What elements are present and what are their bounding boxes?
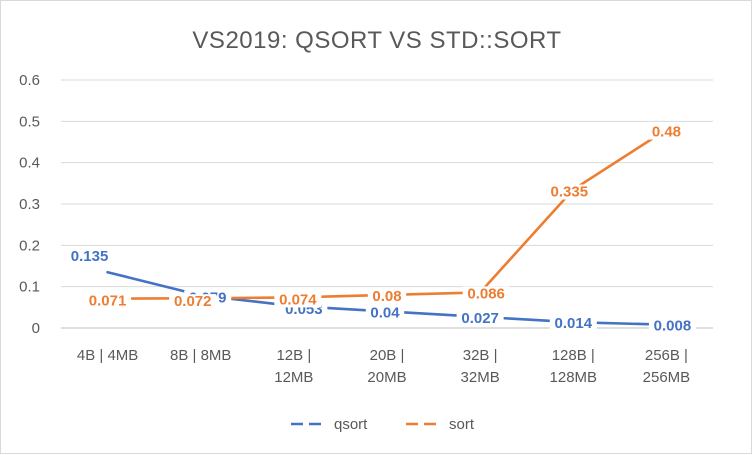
x-tick-label: 32MB bbox=[461, 369, 500, 386]
data-label: 0.027 bbox=[461, 310, 499, 327]
x-tick-label: 20B | bbox=[370, 347, 405, 364]
data-label: 0.48 bbox=[652, 124, 681, 141]
legend-label-qsort: qsort bbox=[334, 416, 368, 433]
y-axis: 0 0.1 0.2 0.3 0.4 0.5 0.6 bbox=[19, 72, 40, 337]
data-label-bg bbox=[462, 286, 510, 302]
x-tick-label: 256B | bbox=[645, 347, 688, 364]
data-label-bg bbox=[367, 288, 407, 304]
y-tick-label: 0.5 bbox=[19, 113, 40, 130]
data-label: 0.074 bbox=[279, 291, 317, 308]
data-label: 0.071 bbox=[89, 293, 127, 310]
y-tick-label: 0 bbox=[32, 320, 40, 337]
y-tick-label: 0.6 bbox=[19, 72, 40, 89]
x-tick-label: 256MB bbox=[643, 369, 691, 386]
data-label-bg bbox=[647, 124, 686, 140]
data-label: 0.04 bbox=[370, 304, 400, 321]
data-label-bg bbox=[549, 316, 597, 332]
data-label: 0.008 bbox=[654, 318, 692, 335]
x-tick-label: 20MB bbox=[367, 369, 406, 386]
data-label: 0.086 bbox=[467, 285, 505, 302]
x-axis: 4B | 4MB 8B | 8MB 12B | 12MB 20B | 20MB 32B | 3… bbox=[77, 347, 690, 386]
data-labels: 0.1350.0790.0530.040.0270.0140.0080.0710… bbox=[66, 124, 696, 335]
y-tick-label: 0.1 bbox=[19, 279, 40, 296]
data-label: 0.135 bbox=[71, 248, 109, 265]
data-label-bg bbox=[66, 249, 114, 265]
data-label: 0.335 bbox=[551, 184, 589, 201]
x-tick-label: 8B | 8MB bbox=[170, 347, 231, 364]
data-label-bg bbox=[365, 305, 405, 321]
y-tick-label: 0.3 bbox=[19, 196, 40, 213]
x-tick-label: 32B | bbox=[463, 347, 498, 364]
legend-label-sort: sort bbox=[449, 416, 475, 433]
data-label-bg bbox=[545, 184, 593, 200]
x-tick-label: 128B | bbox=[552, 347, 595, 364]
x-tick-label: 4B | 4MB bbox=[77, 347, 138, 364]
data-point bbox=[106, 271, 109, 274]
y-tick-label: 0.4 bbox=[19, 155, 40, 172]
data-label-bg bbox=[648, 318, 696, 334]
data-label-bg bbox=[274, 292, 322, 308]
data-label-bg bbox=[169, 294, 217, 310]
x-tick-label: 128MB bbox=[550, 369, 598, 386]
data-label: 0.014 bbox=[555, 315, 593, 332]
data-label: 0.072 bbox=[174, 293, 212, 310]
data-label-bg bbox=[456, 310, 504, 326]
data-label: 0.08 bbox=[372, 288, 401, 305]
x-tick-label: 12MB bbox=[274, 369, 313, 386]
y-tick-label: 0.2 bbox=[19, 237, 40, 254]
data-label-bg bbox=[84, 293, 132, 309]
x-tick-label: 12B | bbox=[276, 347, 311, 364]
chart-title: VS2019: QSORT VS STD::SORT bbox=[192, 27, 561, 54]
legend: qsort sort bbox=[291, 416, 475, 433]
series-line-sort bbox=[106, 128, 668, 300]
